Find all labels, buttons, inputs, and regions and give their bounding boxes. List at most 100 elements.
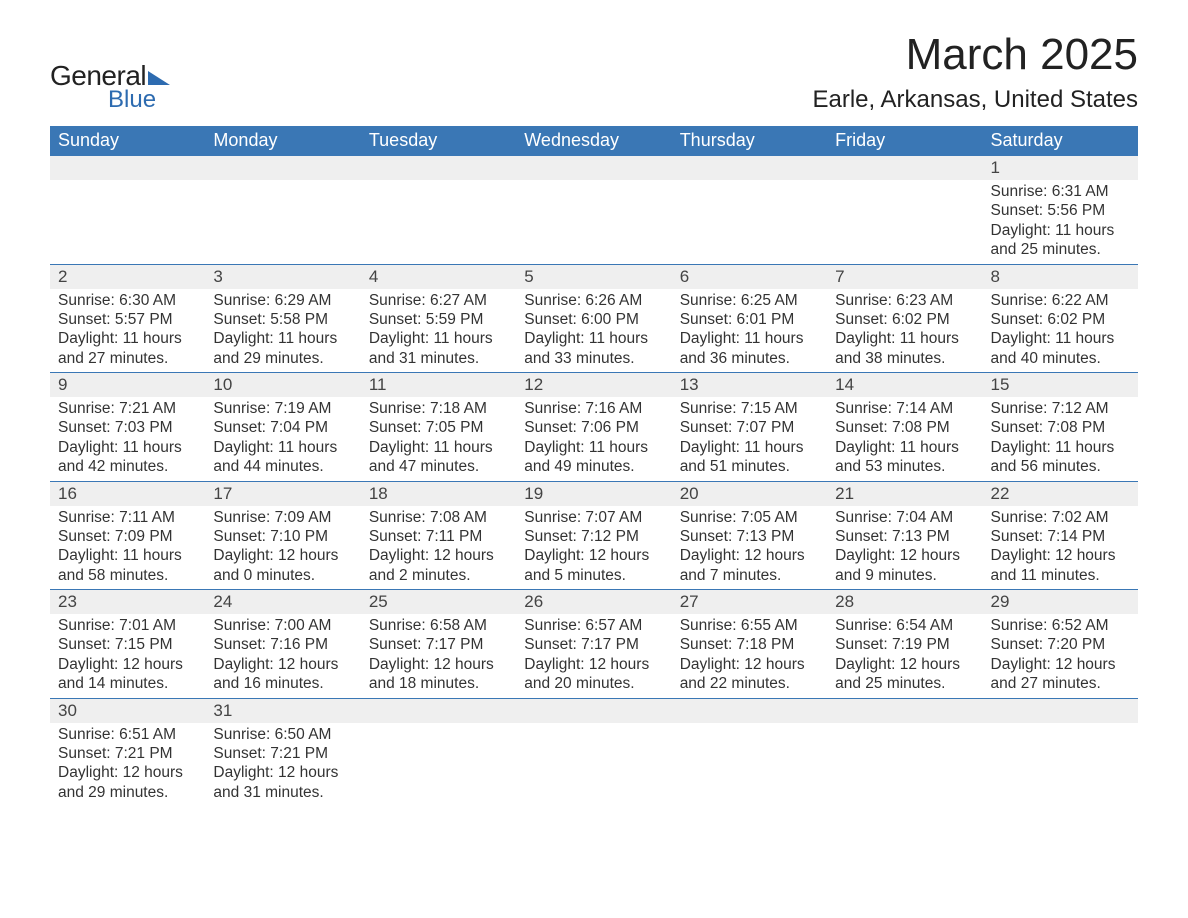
day-content-cell: Sunrise: 7:07 AMSunset: 7:12 PMDaylight:…: [516, 506, 671, 590]
day-content-cell: Sunrise: 7:08 AMSunset: 7:11 PMDaylight:…: [361, 506, 516, 590]
day-number-cell: 28: [827, 590, 982, 615]
day-sunrise: Sunrise: 7:19 AM: [213, 399, 352, 418]
day-content-cell: Sunrise: 6:51 AMSunset: 7:21 PMDaylight:…: [50, 723, 205, 807]
day-day2: and 47 minutes.: [369, 457, 508, 476]
day-content-cell: Sunrise: 7:05 AMSunset: 7:13 PMDaylight:…: [672, 506, 827, 590]
day-day2: and 0 minutes.: [213, 566, 352, 585]
day-sunset: Sunset: 7:06 PM: [524, 418, 663, 437]
day-day2: and 14 minutes.: [58, 674, 197, 693]
day-content-row: Sunrise: 6:31 AMSunset: 5:56 PMDaylight:…: [50, 180, 1138, 264]
day-day2: and 53 minutes.: [835, 457, 974, 476]
day-content-cell: Sunrise: 7:16 AMSunset: 7:06 PMDaylight:…: [516, 397, 671, 481]
day-sunrise: Sunrise: 6:52 AM: [991, 616, 1130, 635]
day-content-cell: Sunrise: 6:52 AMSunset: 7:20 PMDaylight:…: [983, 614, 1138, 698]
day-sunrise: Sunrise: 7:16 AM: [524, 399, 663, 418]
day-number-row: 1: [50, 156, 1138, 181]
day-sunrise: Sunrise: 7:11 AM: [58, 508, 197, 527]
day-number-cell: 10: [205, 373, 360, 398]
day-sunset: Sunset: 7:04 PM: [213, 418, 352, 437]
weekday-header: Monday: [205, 126, 360, 156]
day-content-cell: [516, 180, 671, 264]
day-day1: Daylight: 12 hours: [835, 546, 974, 565]
day-number-cell: 12: [516, 373, 671, 398]
day-number-cell: 16: [50, 481, 205, 506]
day-sunrise: Sunrise: 7:05 AM: [680, 508, 819, 527]
day-day2: and 27 minutes.: [991, 674, 1130, 693]
day-content-cell: Sunrise: 6:27 AMSunset: 5:59 PMDaylight:…: [361, 289, 516, 373]
day-number-cell: 14: [827, 373, 982, 398]
day-sunset: Sunset: 7:16 PM: [213, 635, 352, 654]
title-block: March 2025 Earle, Arkansas, United State…: [813, 30, 1139, 114]
day-sunrise: Sunrise: 7:14 AM: [835, 399, 974, 418]
day-content-cell: Sunrise: 7:00 AMSunset: 7:16 PMDaylight:…: [205, 614, 360, 698]
day-sunrise: Sunrise: 6:30 AM: [58, 291, 197, 310]
day-number-cell: 7: [827, 264, 982, 289]
day-content-cell: Sunrise: 7:11 AMSunset: 7:09 PMDaylight:…: [50, 506, 205, 590]
day-content-cell: Sunrise: 6:29 AMSunset: 5:58 PMDaylight:…: [205, 289, 360, 373]
weekday-header: Sunday: [50, 126, 205, 156]
day-day2: and 31 minutes.: [369, 349, 508, 368]
day-sunrise: Sunrise: 6:29 AM: [213, 291, 352, 310]
day-number-cell: 6: [672, 264, 827, 289]
day-sunset: Sunset: 6:00 PM: [524, 310, 663, 329]
day-day2: and 31 minutes.: [213, 783, 352, 802]
logo-text-blue: Blue: [108, 86, 170, 114]
day-number-row: 9101112131415: [50, 373, 1138, 398]
day-content-cell: Sunrise: 6:54 AMSunset: 7:19 PMDaylight:…: [827, 614, 982, 698]
day-sunset: Sunset: 7:08 PM: [835, 418, 974, 437]
day-day2: and 22 minutes.: [680, 674, 819, 693]
day-day2: and 29 minutes.: [213, 349, 352, 368]
day-number-cell: 18: [361, 481, 516, 506]
day-day2: and 27 minutes.: [58, 349, 197, 368]
day-content-cell: Sunrise: 6:55 AMSunset: 7:18 PMDaylight:…: [672, 614, 827, 698]
day-content-row: Sunrise: 7:01 AMSunset: 7:15 PMDaylight:…: [50, 614, 1138, 698]
day-sunrise: Sunrise: 7:07 AM: [524, 508, 663, 527]
day-day1: Daylight: 11 hours: [991, 221, 1130, 240]
day-sunrise: Sunrise: 6:25 AM: [680, 291, 819, 310]
day-content-cell: [205, 180, 360, 264]
day-number-cell: 9: [50, 373, 205, 398]
day-number-cell: 25: [361, 590, 516, 615]
day-content-cell: Sunrise: 7:14 AMSunset: 7:08 PMDaylight:…: [827, 397, 982, 481]
day-sunrise: Sunrise: 6:57 AM: [524, 616, 663, 635]
day-number-cell: [361, 156, 516, 181]
day-number-cell: 17: [205, 481, 360, 506]
day-day1: Daylight: 11 hours: [369, 438, 508, 457]
day-day1: Daylight: 11 hours: [213, 438, 352, 457]
day-content-cell: Sunrise: 6:50 AMSunset: 7:21 PMDaylight:…: [205, 723, 360, 807]
day-day1: Daylight: 11 hours: [991, 329, 1130, 348]
day-day1: Daylight: 12 hours: [524, 546, 663, 565]
day-sunset: Sunset: 7:10 PM: [213, 527, 352, 546]
day-sunset: Sunset: 7:12 PM: [524, 527, 663, 546]
day-day1: Daylight: 12 hours: [58, 655, 197, 674]
day-number-cell: [516, 156, 671, 181]
day-day2: and 25 minutes.: [991, 240, 1130, 259]
day-sunset: Sunset: 5:57 PM: [58, 310, 197, 329]
weekday-header-row: SundayMondayTuesdayWednesdayThursdayFrid…: [50, 126, 1138, 156]
day-sunrise: Sunrise: 7:01 AM: [58, 616, 197, 635]
day-day1: Daylight: 11 hours: [524, 438, 663, 457]
day-sunset: Sunset: 6:01 PM: [680, 310, 819, 329]
day-number-cell: [361, 698, 516, 723]
day-content-cell: Sunrise: 6:26 AMSunset: 6:00 PMDaylight:…: [516, 289, 671, 373]
day-number-cell: 29: [983, 590, 1138, 615]
day-content-cell: Sunrise: 7:21 AMSunset: 7:03 PMDaylight:…: [50, 397, 205, 481]
day-sunrise: Sunrise: 7:08 AM: [369, 508, 508, 527]
day-number-cell: [50, 156, 205, 181]
day-day1: Daylight: 12 hours: [369, 546, 508, 565]
day-content-cell: [827, 723, 982, 807]
day-number-cell: 26: [516, 590, 671, 615]
day-day2: and 29 minutes.: [58, 783, 197, 802]
day-sunset: Sunset: 7:19 PM: [835, 635, 974, 654]
day-day1: Daylight: 12 hours: [991, 546, 1130, 565]
day-sunset: Sunset: 7:21 PM: [213, 744, 352, 763]
day-sunset: Sunset: 7:20 PM: [991, 635, 1130, 654]
day-number-cell: [672, 156, 827, 181]
day-day2: and 58 minutes.: [58, 566, 197, 585]
day-number-cell: 4: [361, 264, 516, 289]
day-sunset: Sunset: 7:15 PM: [58, 635, 197, 654]
day-content-cell: [672, 723, 827, 807]
day-content-cell: Sunrise: 7:04 AMSunset: 7:13 PMDaylight:…: [827, 506, 982, 590]
day-sunrise: Sunrise: 7:00 AM: [213, 616, 352, 635]
day-number-row: 16171819202122: [50, 481, 1138, 506]
